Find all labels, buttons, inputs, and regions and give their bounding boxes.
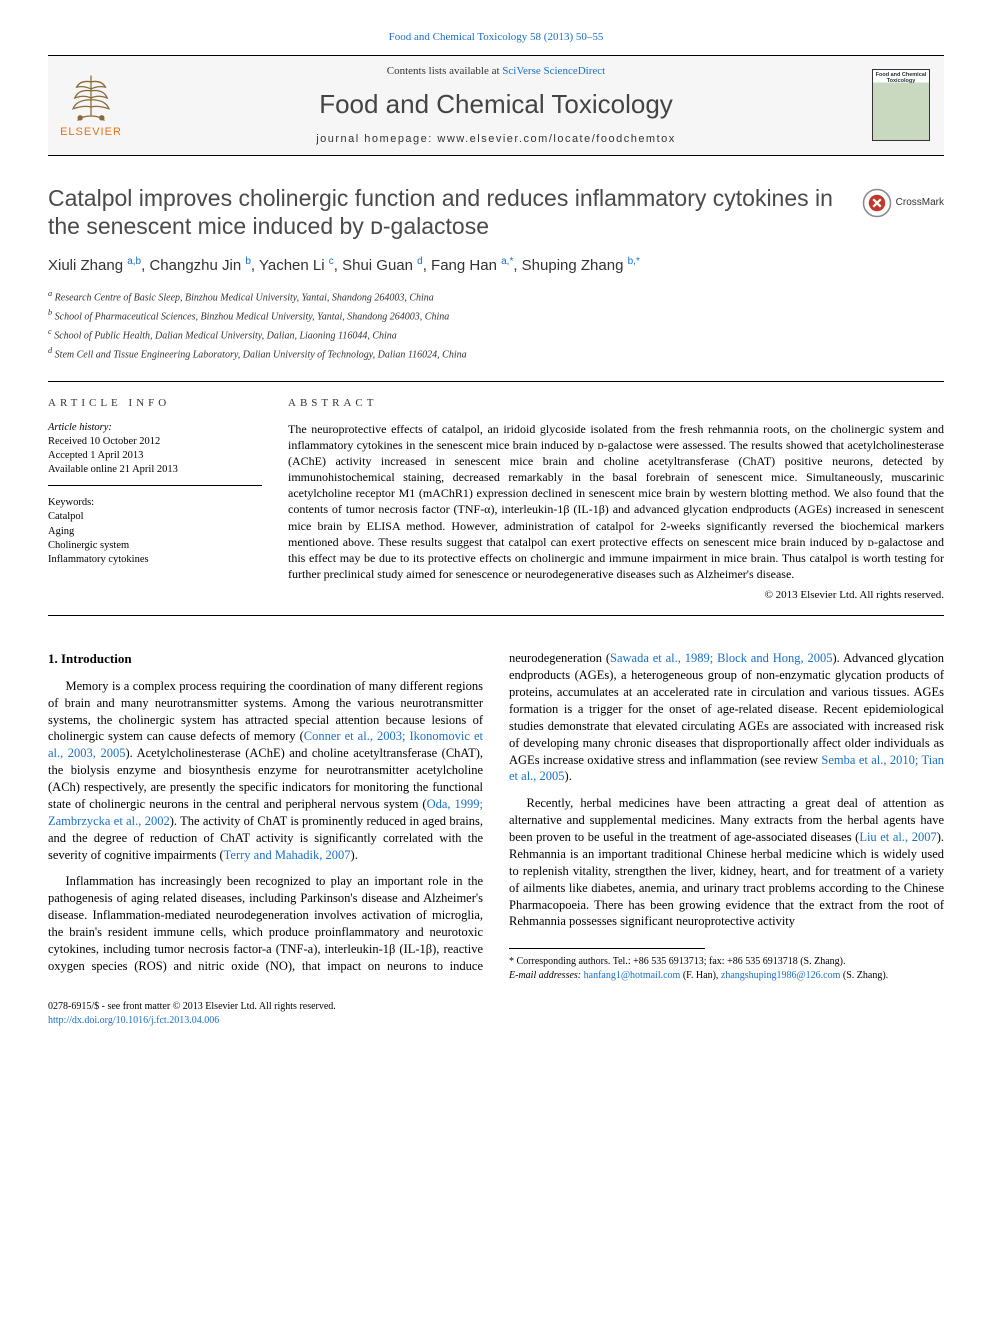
homepage-line: journal homepage: www.elsevier.com/locat… (128, 132, 864, 147)
keywords-block: Keywords: CatalpolAgingCholinergic syste… (48, 496, 262, 567)
article-info-heading: ARTICLE INFO (48, 396, 262, 411)
masthead-center: Contents lists available at SciVerse Sci… (128, 64, 864, 147)
contents-line: Contents lists available at SciVerse Sci… (128, 64, 864, 79)
page-footer: 0278-6915/$ - see front matter © 2013 El… (48, 1000, 944, 1027)
publisher-logo[interactable]: ELSEVIER (54, 71, 128, 140)
citation[interactable]: Sawada et al., 1989; Block and Hong, 200… (610, 651, 832, 665)
keyword: Cholinergic system (48, 539, 262, 553)
abstract-column: ABSTRACT The neuroprotective effects of … (288, 396, 944, 604)
intro-para-1: Memory is a complex process requiring th… (48, 678, 483, 864)
contents-prefix: Contents lists available at (387, 65, 502, 77)
scidirect-link[interactable]: SciVerse ScienceDirect (502, 65, 605, 77)
homepage-url[interactable]: www.elsevier.com/locate/foodchemtox (437, 133, 675, 145)
article-history: Article history: Received 10 October 201… (48, 421, 262, 487)
abstract-heading: ABSTRACT (288, 396, 944, 411)
abstract-text: The neuroprotective effects of catalpol,… (288, 421, 944, 583)
intro-para-3: Recently, herbal medicines have been att… (509, 795, 944, 930)
history-line: Accepted 1 April 2013 (48, 449, 262, 463)
crossmark-icon (862, 188, 892, 218)
journal-title: Food and Chemical Toxicology (128, 87, 864, 122)
masthead: ELSEVIER Contents lists available at Sci… (48, 55, 944, 156)
authors-list: Xiuli Zhang a,b, Changzhu Jin b, Yachen … (48, 255, 944, 276)
keyword: Catalpol (48, 510, 262, 524)
cover-title: Food and Chemical Toxicology (875, 72, 927, 84)
corresponding-note: * Corresponding authors. Tel.: +86 535 6… (509, 955, 944, 969)
crossmark-label: CrossMark (896, 196, 944, 210)
affiliation-line: d Stem Cell and Tissue Engineering Labor… (48, 345, 944, 363)
section-1-heading: 1. Introduction (48, 650, 483, 668)
footnote-rule (509, 948, 705, 949)
history-line: Received 10 October 2012 (48, 435, 262, 449)
keyword: Inflammatory cytokines (48, 553, 262, 567)
history-line: Available online 21 April 2013 (48, 463, 262, 477)
affiliation-line: b School of Pharmaceutical Sciences, Bin… (48, 307, 944, 325)
corresponding-author-note: * Corresponding authors. Tel.: +86 535 6… (509, 955, 944, 982)
body-columns: 1. Introduction Memory is a complex proc… (48, 650, 944, 982)
article-info-column: ARTICLE INFO Article history: Received 1… (48, 396, 262, 604)
journal-volume-link[interactable]: Food and Chemical Toxicology 58 (2013) 5… (48, 30, 944, 45)
affiliations: a Research Centre of Basic Sleep, Binzho… (48, 288, 944, 362)
keyword: Aging (48, 525, 262, 539)
journal-cover[interactable]: Food and Chemical Toxicology (864, 69, 938, 141)
homepage-prefix: journal homepage: (316, 133, 437, 145)
citation[interactable]: Liu et al., 2007 (859, 830, 936, 844)
elsevier-tree-icon (64, 71, 118, 125)
abstract-copyright: © 2013 Elsevier Ltd. All rights reserved… (288, 588, 944, 603)
keywords-label: Keywords: (48, 496, 262, 510)
email-link-1[interactable]: hanfang1@hotmail.com (584, 970, 681, 981)
affiliation-line: a Research Centre of Basic Sleep, Binzho… (48, 288, 944, 306)
history-label: Article history: (48, 421, 262, 435)
doi-link[interactable]: http://dx.doi.org/10.1016/j.fct.2013.04.… (48, 1015, 219, 1026)
crossmark-badge[interactable]: CrossMark (862, 188, 944, 218)
paper-title: Catalpol improves cholinergic function a… (48, 184, 844, 242)
citation[interactable]: Terry and Mahadik, 2007 (224, 848, 351, 862)
front-matter-line: 0278-6915/$ - see front matter © 2013 El… (48, 1000, 944, 1014)
emails-label: E-mail addresses: (509, 970, 584, 981)
email-link-2[interactable]: zhangshuping1986@126.com (721, 970, 840, 981)
publisher-name: ELSEVIER (60, 125, 122, 140)
affiliation-line: c School of Public Health, Dalian Medica… (48, 326, 944, 344)
